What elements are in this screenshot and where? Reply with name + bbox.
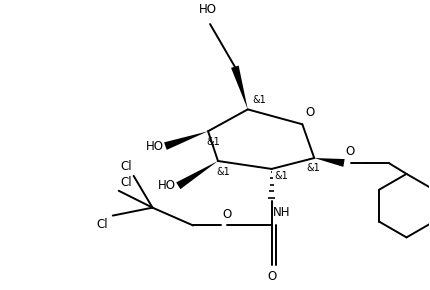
Text: HO: HO xyxy=(158,179,176,192)
Text: &1: &1 xyxy=(215,167,229,177)
Polygon shape xyxy=(164,131,208,150)
Text: &1: &1 xyxy=(206,137,219,147)
Polygon shape xyxy=(176,161,218,189)
Text: NH: NH xyxy=(272,206,289,219)
Text: HO: HO xyxy=(145,139,163,153)
Text: &1: &1 xyxy=(306,163,319,173)
Text: HO: HO xyxy=(199,3,217,16)
Text: Cl: Cl xyxy=(96,218,108,231)
Text: Cl: Cl xyxy=(120,160,131,173)
Text: O: O xyxy=(266,270,276,283)
Polygon shape xyxy=(230,66,247,109)
Polygon shape xyxy=(313,158,344,167)
Text: &1: &1 xyxy=(252,95,266,106)
Text: Cl: Cl xyxy=(120,176,132,189)
Text: &1: &1 xyxy=(274,171,288,181)
Text: O: O xyxy=(304,106,314,119)
Text: O: O xyxy=(344,145,353,158)
Text: O: O xyxy=(222,208,231,220)
